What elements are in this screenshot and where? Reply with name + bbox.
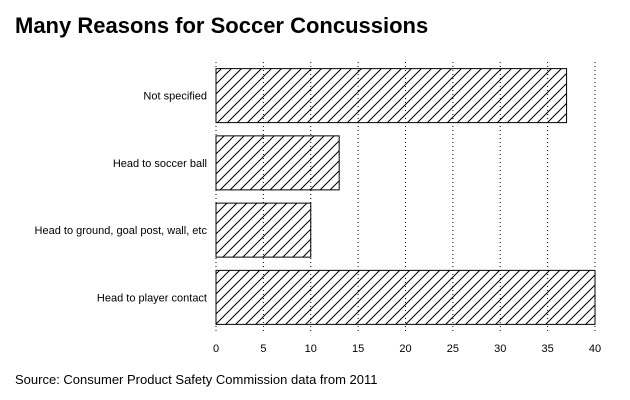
x-tick-label-4: 20 xyxy=(399,343,411,355)
source-note: Source: Consumer Product Safety Commissi… xyxy=(15,372,378,387)
x-tick-label-2: 10 xyxy=(305,343,317,355)
x-tick-label-5: 25 xyxy=(447,343,459,355)
bar-2 xyxy=(215,202,312,258)
x-tick-label-0: 0 xyxy=(213,343,219,355)
x-tick-label-3: 15 xyxy=(352,343,364,355)
category-label-0: Not specified xyxy=(143,91,207,103)
category-labels: Not specified Head to soccer ball Head to … xyxy=(35,91,208,305)
bar-0 xyxy=(215,68,568,124)
category-label-1: Head to soccer ball xyxy=(113,158,207,170)
x-tick-label-6: 30 xyxy=(494,343,506,355)
x-axis: 0 5 10 15 20 25 30 35 40 xyxy=(213,62,601,355)
x-tick-label-7: 35 xyxy=(542,343,554,355)
category-label-2: Head to ground, goal post, wall, etc xyxy=(35,225,208,237)
bars xyxy=(215,68,596,325)
bar-3 xyxy=(215,269,596,325)
x-tick-label-8: 40 xyxy=(589,343,601,355)
category-label-3: Head to player contact xyxy=(97,292,207,304)
bar-1 xyxy=(215,135,340,191)
x-tick-label-1: 5 xyxy=(260,343,266,355)
chart-title: Many Reasons for Soccer Concussions xyxy=(15,13,429,38)
